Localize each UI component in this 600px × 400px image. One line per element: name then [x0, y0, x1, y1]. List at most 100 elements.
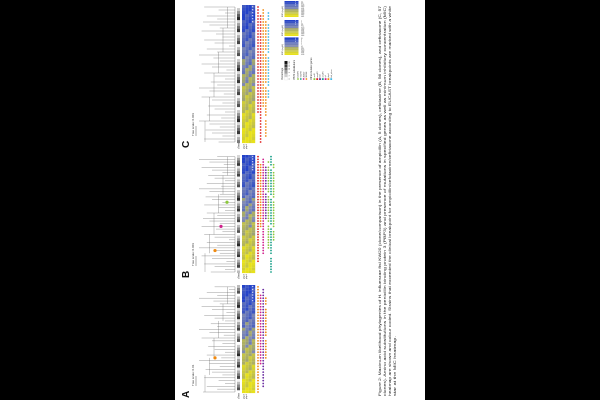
mutation-dot — [257, 18, 259, 20]
legend-mic-swatch — [284, 7, 299, 9]
grey-cell — [237, 137, 240, 141]
heatmap-cell — [251, 361, 256, 365]
mutation-dot — [259, 24, 262, 26]
tree-node-marker — [219, 224, 223, 229]
mutation-dot — [262, 66, 265, 68]
heatmap-cell — [242, 104, 246, 108]
legend-mic-value: 0.008 — [301, 11, 305, 13]
heatmap-cell — [248, 307, 252, 311]
heatmap-cell — [248, 364, 252, 368]
mutation-dot — [262, 60, 265, 62]
mutation-dot — [267, 171, 270, 174]
heatmap-cell — [245, 243, 249, 247]
grey-cell — [237, 200, 240, 204]
heatmap-cell — [248, 200, 252, 204]
mutation-dot — [259, 337, 262, 339]
mutation-dot — [259, 302, 262, 305]
heatmap-cell — [248, 338, 252, 342]
heatmap-cell — [245, 238, 249, 241]
legend-other-swatch — [313, 78, 316, 80]
mutation-dot — [267, 217, 270, 220]
grey-cell — [237, 324, 240, 328]
heatmap-cell — [245, 32, 249, 36]
heatmap-cell — [248, 44, 252, 48]
heatmap-cell — [248, 270, 252, 274]
mutation-dot — [259, 320, 262, 322]
mutation-dot — [262, 39, 265, 41]
mutation-dot — [272, 187, 275, 190]
legend-mic-swatch — [284, 21, 299, 24]
heatmap-cell — [251, 89, 256, 93]
mutation-dot — [267, 233, 270, 236]
resistance-star: ★ — [251, 293, 255, 296]
legend-mic-value: 0.004 — [301, 13, 305, 15]
heatmap-cell — [248, 59, 252, 63]
mutation-dot — [257, 155, 259, 158]
heatmap-cell — [245, 74, 249, 78]
mutation-dot — [264, 48, 267, 50]
legend-other-item: acrB — [313, 73, 316, 78]
mutation-dot — [259, 90, 262, 92]
heatmap-cell — [242, 390, 246, 394]
heatmap-cell — [251, 14, 256, 18]
heatmap-cell — [242, 248, 246, 252]
grey-cell — [237, 59, 240, 63]
mutation-dot — [267, 238, 270, 241]
mutation-dot — [267, 75, 270, 77]
heatmap-cell — [245, 181, 249, 185]
heatmap-cell — [248, 29, 252, 33]
heatmap-cell — [248, 157, 252, 161]
grey-cell — [237, 47, 240, 51]
mutation-dot — [262, 209, 265, 212]
grey-cell — [237, 173, 240, 177]
heatmap-cell — [242, 74, 246, 78]
grey-cell — [237, 347, 240, 351]
heatmap-cell — [245, 390, 249, 394]
mutation-dot — [262, 220, 265, 222]
grey-cell — [237, 11, 240, 15]
heatmap-cell — [242, 387, 246, 391]
heatmap-cell — [242, 38, 246, 42]
heatmap-cell — [248, 319, 252, 323]
mutation-dot — [262, 371, 265, 374]
heatmap-cell — [242, 137, 246, 141]
legend-other-swatch — [327, 78, 330, 80]
mutation-dot — [257, 161, 259, 163]
mutation-dot — [270, 190, 272, 193]
mutation-dot — [270, 161, 272, 163]
mutation-dot — [259, 99, 262, 101]
mutation-dot — [267, 225, 270, 228]
grey-cell — [237, 378, 240, 382]
mutation-dot — [257, 57, 259, 59]
heatmap-cell — [248, 80, 252, 84]
mutation-dot — [259, 342, 262, 345]
heatmap-cell — [251, 251, 256, 255]
mutation-dot — [264, 351, 267, 354]
legend-percentage-value: 50 — [289, 62, 291, 64]
mutation-dot — [272, 238, 275, 241]
mutation-dot — [272, 193, 275, 196]
mutation-dot — [264, 300, 267, 302]
mutation-dot — [257, 201, 259, 204]
heatmap-cell — [242, 50, 246, 54]
mutation-dot — [259, 72, 262, 74]
mutation-dot — [257, 209, 259, 212]
mutation-dot — [262, 354, 265, 356]
grey-cell — [237, 44, 240, 48]
legend-mic-value: 1 — [301, 44, 302, 46]
mutation-dot — [262, 238, 265, 241]
mutation-dots — [257, 155, 275, 273]
heatmap-cell — [245, 373, 249, 377]
mutation-dot — [267, 190, 270, 193]
mutation-dot — [259, 308, 262, 311]
mutation-dot — [257, 21, 259, 23]
heatmap-cell — [242, 238, 246, 241]
grey-cell — [237, 227, 240, 231]
heatmap-cell — [251, 370, 256, 374]
heatmap-cell — [251, 8, 256, 12]
mutation-dots — [257, 285, 267, 393]
grey-cell — [237, 38, 240, 42]
mutation-dot — [259, 174, 262, 177]
heatmap-cell — [248, 316, 252, 320]
heatmap-cell — [242, 59, 246, 63]
